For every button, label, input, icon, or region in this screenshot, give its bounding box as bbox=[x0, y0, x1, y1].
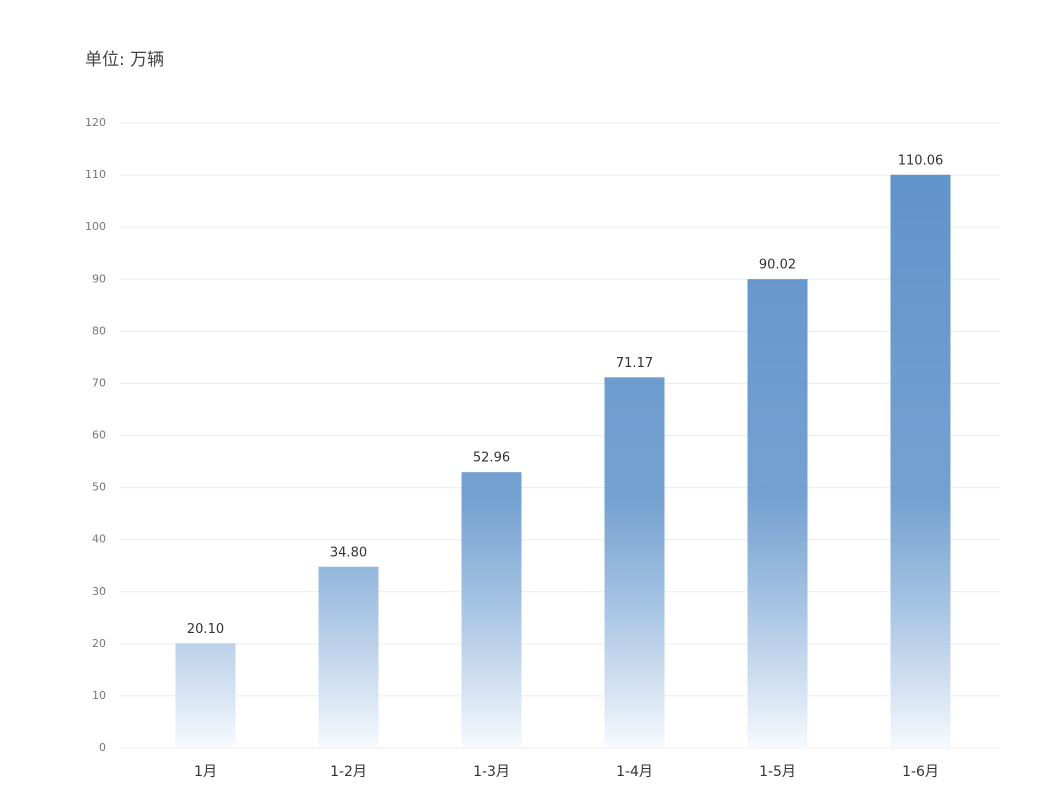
y-tick-label: 30 bbox=[92, 585, 106, 598]
y-tick-label: 0 bbox=[99, 741, 106, 754]
y-tick-label: 120 bbox=[85, 116, 106, 129]
value-label: 110.06 bbox=[898, 153, 944, 168]
y-tick-label: 60 bbox=[92, 429, 106, 442]
y-tick-label: 100 bbox=[85, 220, 106, 233]
unit-label: 单位: 万辆 bbox=[85, 50, 164, 70]
x-tick-label: 1-5月 bbox=[759, 764, 796, 780]
value-label: 71.17 bbox=[616, 356, 653, 371]
value-label: 20.10 bbox=[187, 622, 224, 637]
x-tick-label: 1-2月 bbox=[330, 764, 367, 780]
value-label: 52.96 bbox=[473, 451, 510, 466]
y-tick-label: 110 bbox=[85, 168, 106, 181]
x-tick-label: 1月 bbox=[194, 764, 217, 780]
x-tick-label: 1-3月 bbox=[473, 764, 510, 780]
bar bbox=[318, 566, 379, 748]
y-tick-label: 10 bbox=[92, 689, 106, 702]
y-tick-label: 90 bbox=[92, 272, 106, 285]
bar bbox=[747, 279, 808, 748]
bar bbox=[461, 472, 522, 748]
bar bbox=[604, 377, 665, 748]
y-tick-label: 80 bbox=[92, 324, 106, 337]
value-label: 34.80 bbox=[330, 545, 367, 560]
y-tick-label: 70 bbox=[92, 376, 106, 389]
y-tick-label: 50 bbox=[92, 481, 106, 494]
x-tick-label: 1-6月 bbox=[902, 764, 939, 780]
y-tick-label: 40 bbox=[92, 533, 106, 546]
bar bbox=[175, 643, 236, 748]
x-tick-label: 1-4月 bbox=[616, 764, 653, 780]
bar bbox=[890, 174, 951, 749]
y-tick-label: 20 bbox=[92, 637, 106, 650]
value-label: 90.02 bbox=[759, 258, 796, 273]
